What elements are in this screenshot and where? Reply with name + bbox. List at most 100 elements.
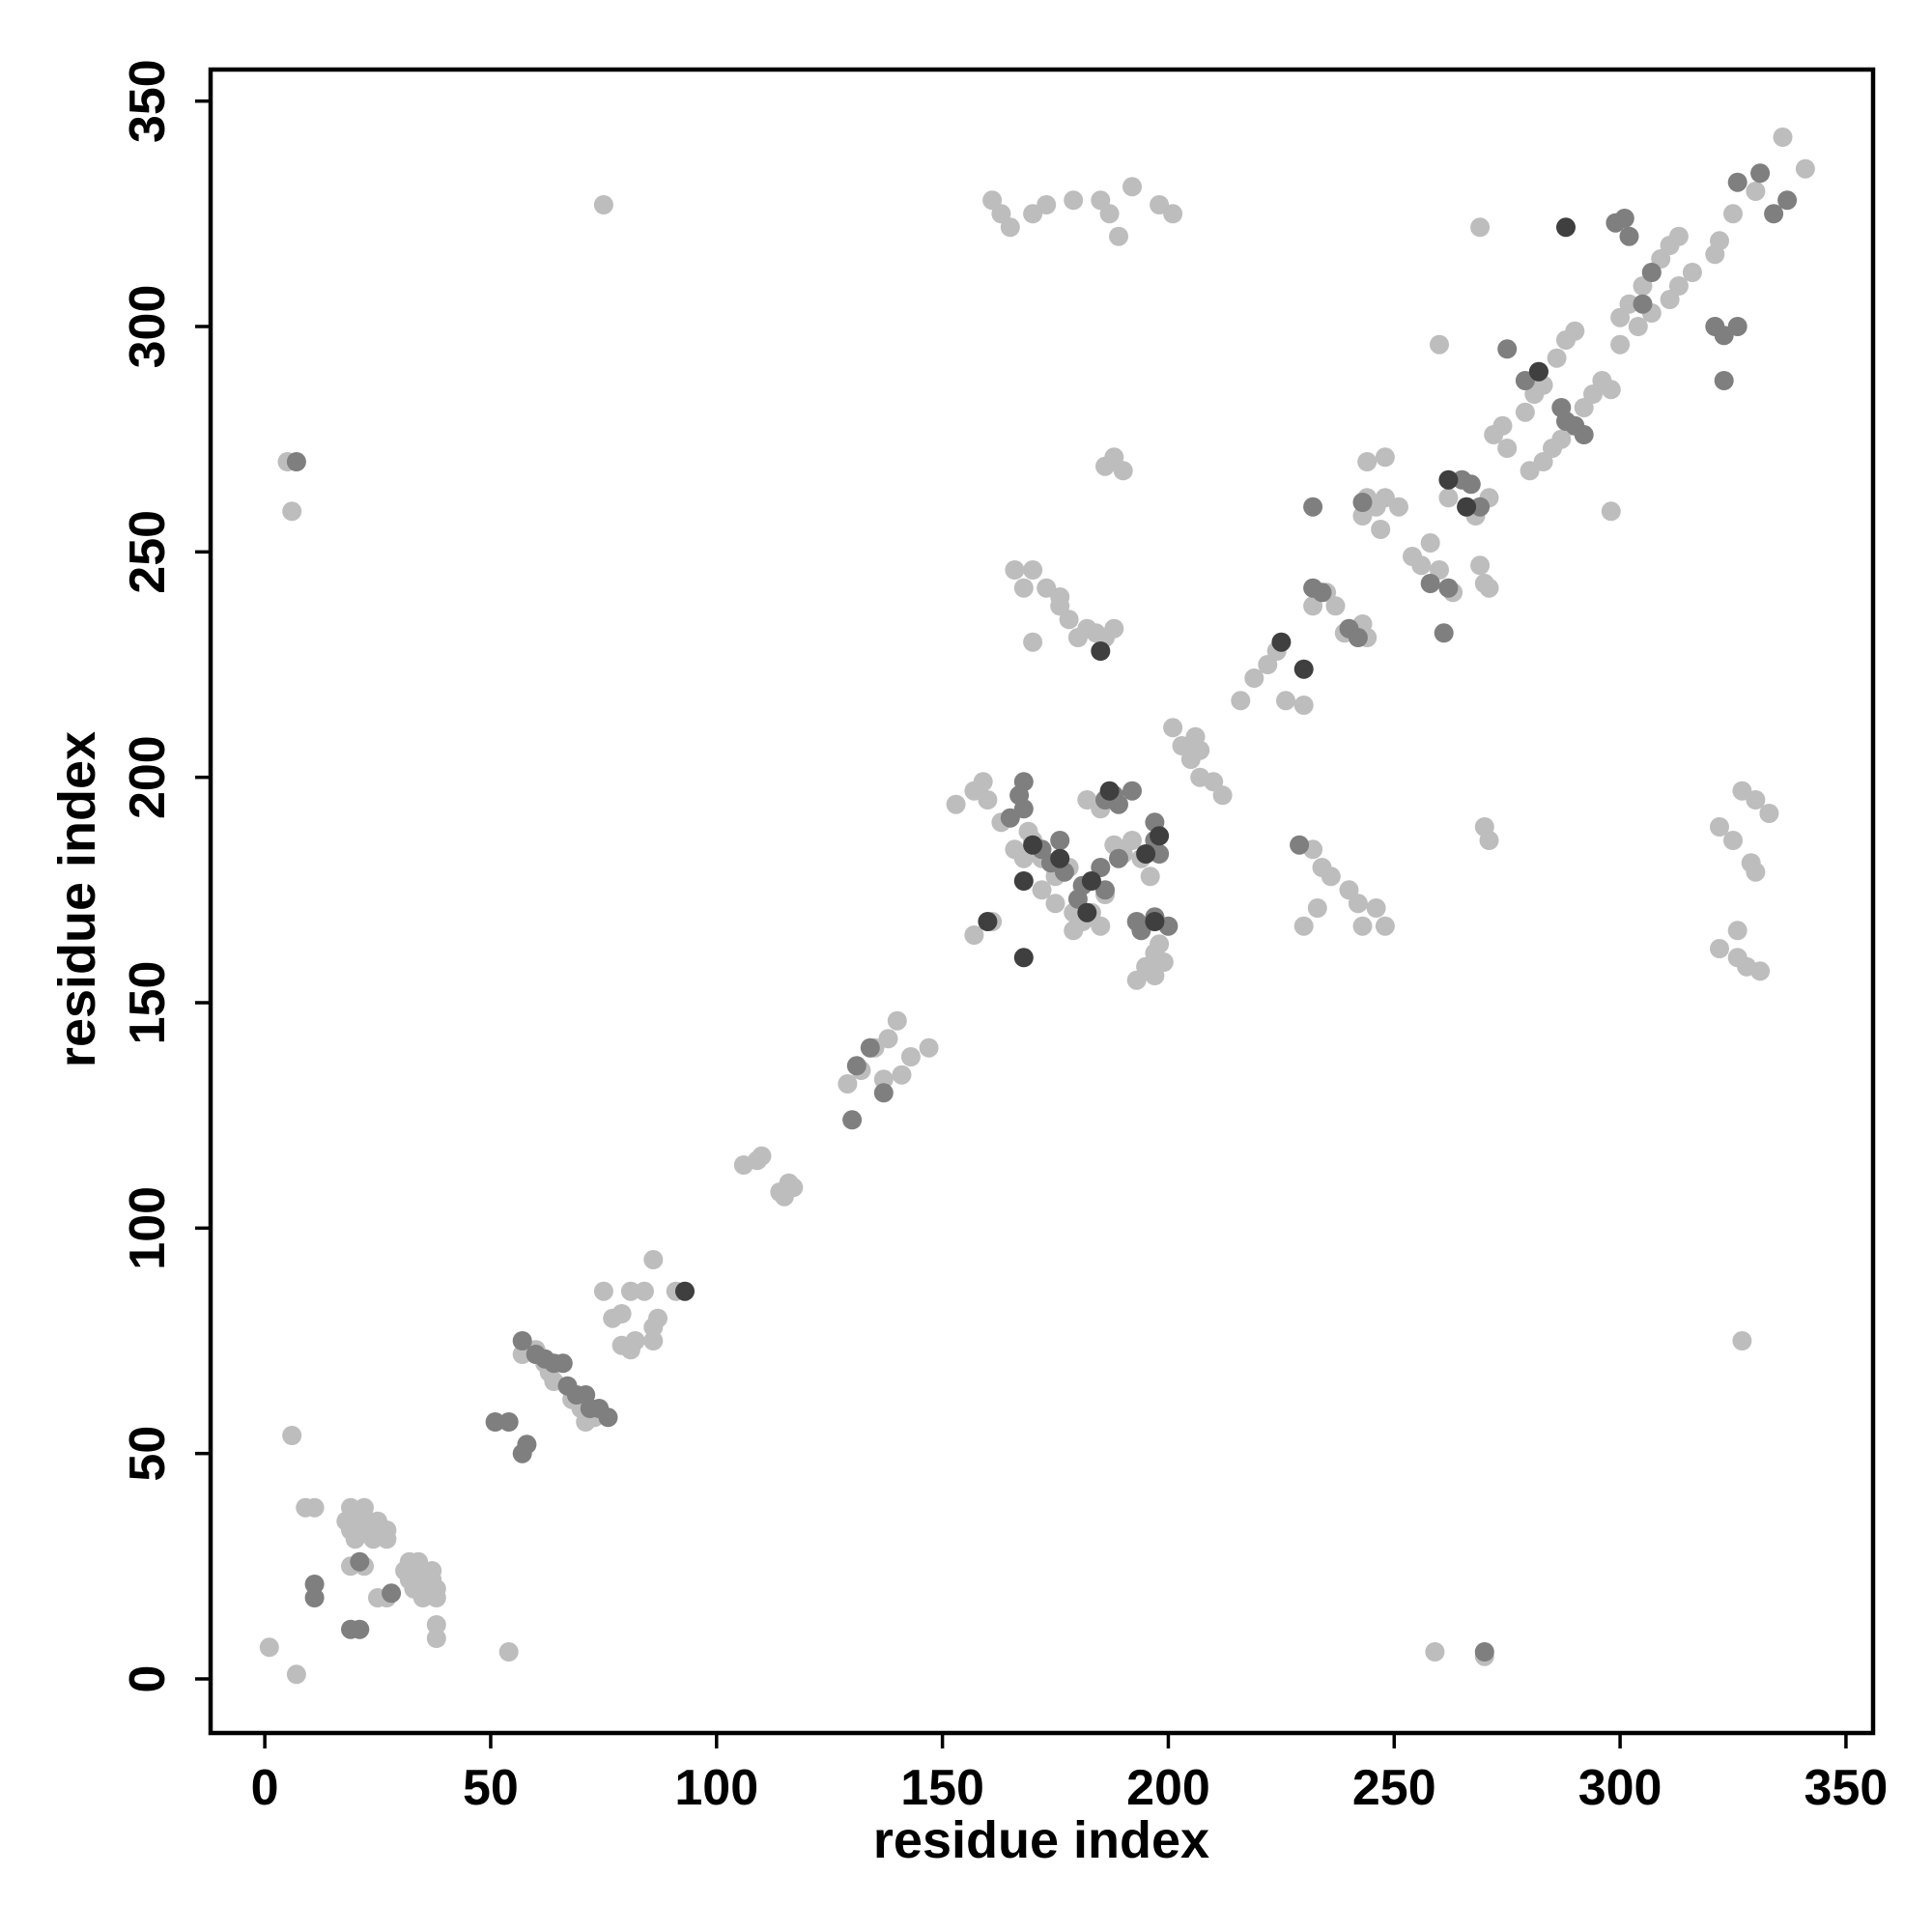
data-point-light-5 bbox=[593, 195, 613, 214]
x-tick-label-150: 150 bbox=[900, 1760, 984, 1816]
data-point-light-193 bbox=[1479, 578, 1499, 598]
data-point-dark-16 bbox=[1457, 497, 1477, 517]
data-point-medium-47 bbox=[1150, 844, 1170, 864]
data-point-medium-36 bbox=[1091, 858, 1111, 877]
data-point-medium-21 bbox=[598, 1407, 618, 1428]
data-point-dark-0 bbox=[675, 1281, 695, 1301]
data-point-medium-29 bbox=[1013, 799, 1034, 819]
y-tick-label-300: 300 bbox=[120, 285, 176, 369]
data-point-light-248 bbox=[1425, 1642, 1445, 1662]
data-point-light-115 bbox=[1163, 718, 1183, 738]
data-point-light-66 bbox=[752, 1146, 772, 1166]
data-point-medium-6 bbox=[382, 1583, 402, 1604]
y-tick-label-50: 50 bbox=[120, 1426, 176, 1482]
data-point-dark-10 bbox=[1150, 826, 1170, 846]
data-point-medium-4 bbox=[350, 1619, 370, 1639]
data-point-medium-24 bbox=[860, 1037, 880, 1058]
data-point-dark-14 bbox=[1293, 659, 1314, 679]
data-point-medium-54 bbox=[1348, 628, 1368, 647]
data-point-light-235 bbox=[1710, 817, 1729, 837]
data-point-medium-58 bbox=[1434, 623, 1454, 643]
data-point-light-231 bbox=[1773, 128, 1793, 147]
data-point-light-163 bbox=[1099, 204, 1120, 224]
data-point-light-218 bbox=[1651, 249, 1671, 269]
data-point-light-177 bbox=[1389, 497, 1408, 517]
data-point-dark-11 bbox=[1145, 912, 1165, 931]
data-point-medium-37 bbox=[1095, 880, 1115, 900]
data-point-light-82 bbox=[973, 772, 993, 792]
x-tick-label-0: 0 bbox=[251, 1760, 279, 1816]
data-point-light-1 bbox=[286, 1664, 306, 1685]
data-point-dark-1 bbox=[978, 912, 998, 931]
data-point-light-7 bbox=[304, 1497, 325, 1518]
data-point-light-125 bbox=[1258, 655, 1278, 674]
data-point-light-153 bbox=[1104, 618, 1124, 639]
data-point-dark-8 bbox=[1099, 781, 1120, 801]
data-point-light-76 bbox=[873, 1069, 894, 1090]
data-point-light-61 bbox=[643, 1331, 664, 1350]
data-point-light-122 bbox=[1212, 785, 1233, 806]
data-point-dark-18 bbox=[1528, 361, 1548, 382]
data-point-medium-82 bbox=[1777, 190, 1798, 211]
data-point-medium-56 bbox=[1352, 493, 1373, 512]
data-point-light-176 bbox=[1375, 488, 1395, 508]
data-point-light-165 bbox=[1122, 177, 1142, 197]
data-point-medium-40 bbox=[1109, 794, 1128, 814]
data-point-light-52 bbox=[611, 1304, 632, 1323]
data-point-light-241 bbox=[1759, 804, 1779, 823]
data-point-light-214 bbox=[1610, 307, 1631, 327]
data-point-light-106 bbox=[1122, 831, 1142, 850]
data-point-medium-42 bbox=[1109, 848, 1128, 868]
data-point-light-156 bbox=[1050, 596, 1070, 616]
data-point-light-225 bbox=[1668, 276, 1689, 296]
data-point-light-159 bbox=[1104, 447, 1124, 468]
data-point-light-220 bbox=[1668, 226, 1689, 246]
data-point-light-140 bbox=[1339, 880, 1359, 900]
data-point-light-127 bbox=[1276, 691, 1295, 711]
data-point-light-92 bbox=[1032, 880, 1052, 900]
data-point-medium-26 bbox=[1000, 808, 1020, 828]
data-point-medium-71 bbox=[1614, 209, 1634, 228]
y-tick-label-250: 250 bbox=[120, 510, 176, 594]
data-point-light-178 bbox=[1371, 520, 1391, 539]
data-point-light-144 bbox=[1375, 916, 1395, 936]
data-point-light-190 bbox=[1430, 334, 1449, 355]
data-point-light-62 bbox=[643, 1250, 664, 1269]
data-point-dark-17 bbox=[1556, 217, 1576, 238]
data-point-dark-4 bbox=[1023, 835, 1043, 855]
data-point-light-137 bbox=[1321, 867, 1341, 887]
data-point-light-229 bbox=[1723, 204, 1743, 224]
x-tick-label-300: 300 bbox=[1578, 1760, 1662, 1816]
data-point-light-179 bbox=[1357, 452, 1378, 471]
data-point-light-20 bbox=[377, 1529, 397, 1549]
data-point-light-40 bbox=[426, 1629, 446, 1648]
data-point-medium-83 bbox=[1474, 1642, 1494, 1662]
data-point-medium-74 bbox=[1641, 263, 1662, 282]
data-point-medium-69 bbox=[1574, 425, 1594, 444]
data-point-dark-9 bbox=[1136, 844, 1156, 864]
data-point-medium-8 bbox=[498, 1412, 519, 1432]
data-point-medium-11 bbox=[512, 1331, 532, 1350]
data-point-medium-77 bbox=[1727, 317, 1747, 336]
data-point-light-129 bbox=[1303, 596, 1323, 616]
y-tick-label-350: 350 bbox=[120, 59, 176, 143]
data-point-light-139 bbox=[1293, 916, 1314, 936]
data-point-light-207 bbox=[1551, 429, 1572, 449]
data-point-medium-52 bbox=[1312, 582, 1332, 603]
data-point-medium-78 bbox=[1714, 371, 1734, 390]
data-point-light-53 bbox=[620, 1281, 640, 1301]
data-point-light-60 bbox=[648, 1308, 668, 1328]
data-point-light-230 bbox=[1746, 182, 1766, 201]
data-point-light-71 bbox=[838, 1074, 858, 1094]
data-point-medium-80 bbox=[1750, 163, 1771, 184]
data-point-light-75 bbox=[887, 1010, 907, 1031]
data-point-light-210 bbox=[1583, 384, 1603, 404]
data-point-light-222 bbox=[1628, 317, 1648, 336]
data-point-light-183 bbox=[1420, 533, 1440, 553]
data-point-light-146 bbox=[1023, 560, 1043, 580]
x-axis: 0 50 100 150 200 250 300 350 bbox=[251, 1733, 1888, 1816]
data-point-dark-13 bbox=[1271, 632, 1292, 652]
data-point-light-171 bbox=[1023, 204, 1043, 224]
data-point-light-128 bbox=[1293, 696, 1314, 715]
